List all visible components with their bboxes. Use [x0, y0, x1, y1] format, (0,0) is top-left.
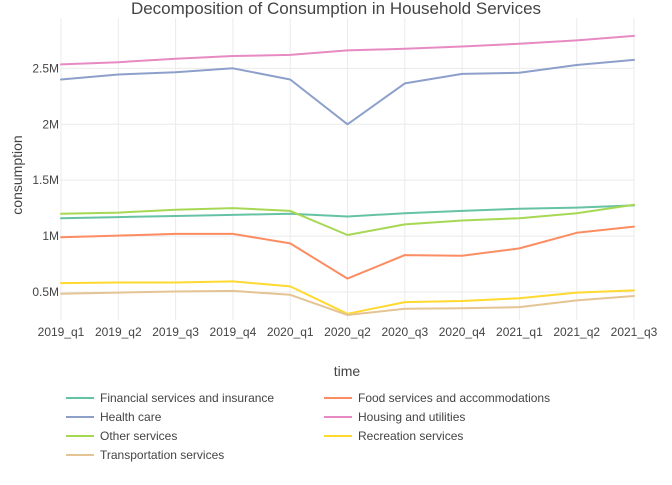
legend-label: Housing and utilities: [358, 410, 465, 424]
legend-label: Recreation services: [358, 429, 463, 443]
series-line: [60, 34, 635, 66]
series-line: [60, 58, 635, 126]
x-tick-label: 2021_q1: [496, 325, 543, 339]
legend-label: Health care: [100, 410, 162, 424]
y-axis-title: consumption: [9, 135, 25, 214]
x-tick-label: 2020_q3: [381, 325, 428, 339]
legend: Financial services and insurance Food ser…: [66, 391, 550, 462]
series-lines: [60, 34, 635, 316]
y-tick-label: 2.5M: [32, 61, 59, 75]
x-tick-label: 2019_q1: [38, 325, 85, 339]
x-tick-label: 2021_q2: [553, 325, 600, 339]
series-line: [60, 280, 635, 315]
legend-item[interactable]: Health care: [66, 410, 162, 424]
x-tick-label: 2021_q3: [611, 325, 658, 339]
y-tick-label: 1.5M: [32, 173, 59, 187]
series-line: [60, 225, 635, 280]
legend-item[interactable]: Housing and utilities: [324, 410, 465, 424]
x-tick-label: 2019_q4: [210, 325, 257, 339]
legend-item[interactable]: Transportation services: [66, 448, 224, 462]
legend-label: Transportation services: [100, 448, 224, 462]
y-tick-label: 0.5M: [32, 285, 59, 299]
series-line: [60, 204, 635, 220]
legend-label: Financial services and insurance: [100, 391, 274, 405]
x-tick-label: 2020_q2: [324, 325, 371, 339]
x-tick-label: 2019_q3: [152, 325, 199, 339]
series-line: [60, 289, 635, 316]
legend-item[interactable]: Financial services and insurance: [66, 391, 274, 405]
chart-title: Decomposition of Consumption in Househol…: [131, 0, 541, 18]
x-axis-title: time: [334, 363, 361, 379]
legend-label: Other services: [100, 429, 177, 443]
x-axis-ticks: 2019_q1 2019_q2 2019_q3 2019_q4 2020_q1 2020_…: [38, 325, 658, 339]
legend-item[interactable]: Recreation services: [324, 429, 463, 443]
x-tick-label: 2020_q1: [267, 325, 314, 339]
legend-item[interactable]: Other services: [66, 429, 177, 443]
legend-label: Food services and accommodations: [358, 391, 550, 405]
y-axis-ticks: 0.5M 1M 1.5M 2M 2.5M: [32, 61, 59, 299]
grid: [60, 18, 635, 320]
x-tick-label: 2019_q2: [95, 325, 142, 339]
y-tick-label: 2M: [42, 117, 59, 131]
x-tick-label: 2020_q4: [439, 325, 486, 339]
series-line: [60, 203, 635, 236]
legend-item[interactable]: Food services and accommodations: [324, 391, 550, 405]
y-tick-label: 1M: [42, 229, 59, 243]
